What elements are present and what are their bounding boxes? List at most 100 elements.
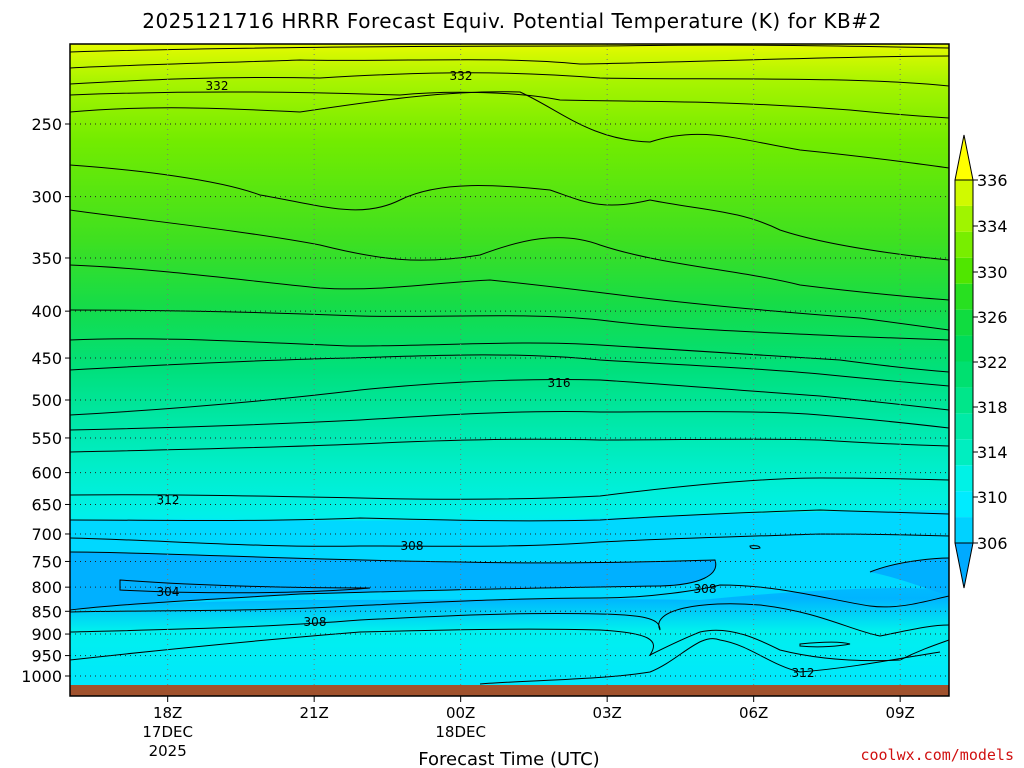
x-axis-label: Forecast Time (UTC) [418,749,599,768]
colorbar-label-314: 314 [977,443,1008,462]
contour-line-20 [869,557,949,573]
contour-label-2: 316 [548,376,571,390]
colorbar-swatch-324 [955,309,973,336]
colorbar-low-arrow [954,542,974,589]
colorbar-label-318: 318 [977,398,1008,417]
y-tick-label-400: 400 [31,302,62,321]
y-tick-label-900: 900 [31,625,62,644]
y-axis: 250 300 350 400 450 500 550 600 650 700 750 800 850 9… [21,115,70,686]
contour-line-16 [70,533,949,547]
y-tick-label-800: 800 [31,578,62,597]
colorbar-swatch-308 [955,517,973,543]
colorbar-label-310: 310 [977,488,1008,507]
x-tick-label-21: 21Z [299,704,328,722]
x-tick-year-18: 2025 [149,742,187,760]
colorbar-label-322: 322 [977,353,1008,372]
x-tick-date-18: 17DEC [142,723,193,741]
contour-line-8 [70,309,949,341]
contour-line-22 [70,628,949,662]
colorbar-label-306: 306 [977,534,1008,553]
x-tick-label-24: 00Z [446,704,475,722]
contour-line-4 [70,91,949,169]
contour-label-5: 304 [157,585,180,599]
contour-line-25 [749,545,761,550]
y-tick-label-550: 550 [31,429,62,448]
x-tick-label-27: 03Z [592,704,621,722]
chart-title: 2025121716 HRRR Forecast Equiv. Potentia… [142,9,882,33]
colorbar-swatch-326 [955,283,973,310]
y-tick-label-950: 950 [31,647,62,666]
surface-terrain [70,685,949,696]
colorbar-swatch-314 [955,439,973,466]
colorbar-swatch-316 [955,413,973,440]
colorbar-swatch-312 [955,465,973,492]
plot-frame [69,43,950,697]
colorbar-swatch-330 [955,231,973,258]
y-tick-label-450: 450 [31,349,62,368]
y-tick-label-250: 250 [31,115,62,134]
contour-line-19 [70,584,949,613]
colorbar-swatch-310 [955,491,973,518]
contour-label-4: 308 [401,539,424,553]
contour-label-6: 308 [304,615,327,629]
colorbar-high-arrow [954,134,974,181]
contour-label-1: 332 [450,69,473,83]
contour-line-6 [70,209,949,301]
x-tick-date-24: 18DEC [435,723,486,741]
credit-text: coolwx.com/models [860,746,1014,764]
cold-band-right [870,558,949,596]
contour-line-1 [70,55,949,69]
y-tick-label-850: 850 [31,602,62,621]
colorbar-label-336: 336 [977,171,1008,190]
contour-label-7: 308 [694,582,717,596]
contour-label-8: 312 [792,666,815,680]
colorbar-swatch-322 [955,335,973,362]
y-tick-label-700: 700 [31,525,62,544]
contour-line-5 [70,164,949,261]
contour-line-15 [70,509,949,522]
colorbar-swatch-320 [955,361,973,388]
y-tick-label-300: 300 [31,188,62,207]
y-tick-label-750: 750 [31,552,62,571]
contour-line-18 [119,579,371,594]
contour-line-13 [70,438,949,453]
contour-line-23 [479,638,941,685]
contour-line-12 [70,411,949,431]
colorbar-label-326: 326 [977,308,1008,327]
y-tick-label-500: 500 [31,391,62,410]
contour-line-21 [70,603,949,637]
x-tick-label-30: 06Z [739,704,768,722]
contour-line-11 [70,378,949,416]
shaded-bands [70,510,949,610]
contour-lines [70,44,949,685]
contour-line-7 [70,264,949,331]
colorbar-label-330: 330 [977,263,1008,282]
contour-line-14 [70,477,949,500]
cold-band-core [70,552,716,610]
colorbar-swatch-318 [955,387,973,414]
contour-line-17 [70,551,717,611]
contour-line-3 [70,91,949,119]
plot-field: 332 332 316 312 308 304 308 308 312 [70,44,949,696]
x-tick-label-33: 09Z [885,704,914,722]
contour-line-10 [70,354,949,387]
contour-line-9 [70,338,949,373]
colorbar: 306 310 314 318 322 326 330 334 336 [954,134,1008,589]
gridlines [70,44,949,696]
y-tick-label-650: 650 [31,495,62,514]
contour-labels: 332 332 316 312 308 304 308 308 312 [157,69,815,680]
y-tick-label-1000: 1000 [21,667,62,686]
contour-line-2 [70,72,949,87]
colorbar-swatch-328 [955,257,973,284]
x-tick-label-18: 18Z [153,704,182,722]
colorbar-swatch-332 [955,205,973,232]
contour-line-0 [70,44,949,53]
y-tick-label-600: 600 [31,464,62,483]
colorbar-swatch-334 [955,180,973,206]
colorbar-label-334: 334 [977,217,1008,236]
contour-label-3: 312 [157,493,180,507]
contour-line-24 [799,641,851,648]
y-tick-label-350: 350 [31,249,62,268]
